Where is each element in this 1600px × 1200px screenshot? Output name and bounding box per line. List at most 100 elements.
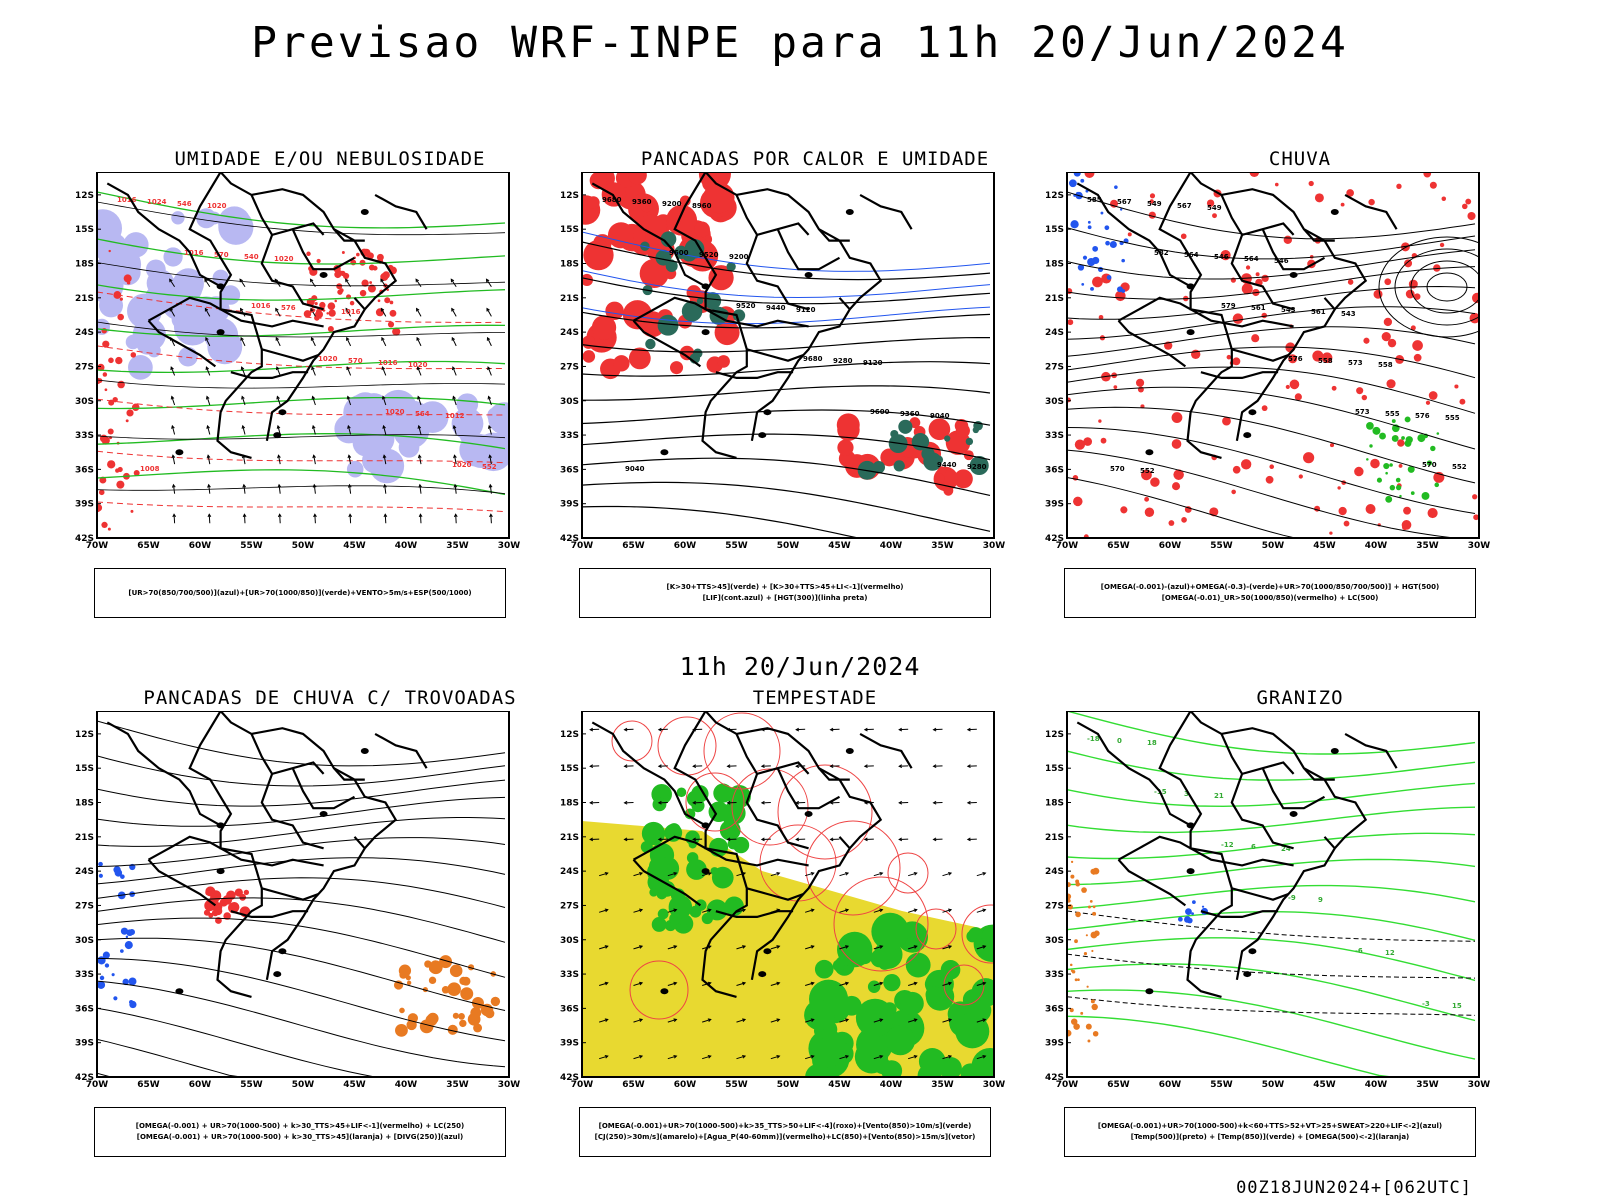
- wind-arrow: [313, 484, 316, 494]
- legend-line: [UR>70(850/700/500)](azul)+[UR>70(1000/8…: [128, 588, 472, 597]
- omega-orange-dot: [1085, 1023, 1092, 1030]
- nebulosity-red-dot: [326, 312, 329, 315]
- omega-orange-dot: [1070, 874, 1075, 879]
- wind850-vector: [633, 1018, 643, 1023]
- wind850-vector-head: [932, 764, 937, 769]
- wind850-vector: [770, 872, 780, 877]
- wind-arrow: [454, 455, 457, 465]
- legend-line: [OMEGA(-0.01)_UR>50(1000/850)(vermelho) …: [1161, 594, 1379, 602]
- nebulosity-red-dot: [107, 428, 114, 435]
- lat-tick-label: 12S: [560, 730, 579, 740]
- lake-shape: [175, 988, 184, 995]
- omega-orange-dot: [1094, 930, 1098, 934]
- wind-arrow: [418, 455, 422, 465]
- rain-green-dot: [1389, 484, 1396, 491]
- high-pressure-contour: [1378, 236, 1479, 338]
- nebulosity-red-dot: [384, 297, 391, 304]
- low-level-jet-green-area: [854, 1040, 889, 1074]
- contour-label: -6: [1355, 947, 1363, 955]
- wind850-vector-head: [810, 981, 815, 986]
- map-frame: [1066, 172, 1480, 539]
- contour-label: 18: [1147, 739, 1157, 747]
- instability-green-area: [655, 249, 672, 266]
- lon-tick-label: 70W: [1056, 541, 1079, 551]
- lon-tick-label: 45W: [828, 541, 851, 551]
- rain-red-dot: [1261, 312, 1268, 319]
- political-border: [353, 297, 366, 311]
- lat-tick-label: 30S: [560, 397, 579, 407]
- instability-green-area: [645, 338, 656, 350]
- omega-orange-dot: [1087, 1039, 1091, 1043]
- wind850-vector: [839, 1018, 849, 1023]
- hgt500-contour: [1067, 249, 1476, 280]
- lat-tick-label: 42S: [560, 1073, 579, 1083]
- main-title: Previsao WRF-INPE para 11h 20/Jun/2024: [251, 18, 1349, 68]
- nebulosity-red-dot: [311, 295, 318, 302]
- wind850-vector-head: [760, 764, 765, 769]
- wind850-vector-head: [913, 1054, 918, 1059]
- wind-arrow-head: [345, 278, 349, 283]
- low-level-jet-green-area: [686, 790, 704, 807]
- rain-red-dot: [1141, 469, 1152, 481]
- thunderstorm-orange-dot: [441, 986, 450, 994]
- wind-arrow-head: [418, 513, 423, 518]
- temp850-contour: [1067, 750, 1476, 781]
- wind-arrow: [207, 425, 211, 435]
- contour-label: 573: [1348, 359, 1363, 367]
- hgt300-contour: [582, 457, 991, 496]
- contour-label: 543: [1281, 306, 1296, 314]
- thunderstorm-orange-dot: [406, 980, 412, 986]
- rain-red-dot: [1329, 531, 1333, 535]
- contour-label: 9360: [900, 410, 920, 418]
- wind-arrow-head: [242, 483, 247, 488]
- instability-red-area: [928, 418, 951, 441]
- wind-arrow-head: [485, 278, 490, 283]
- contour-label: 564: [1184, 251, 1199, 259]
- lake-shape: [360, 209, 369, 216]
- wind850-vector-head: [623, 727, 628, 732]
- lat-tick-label: 33S: [560, 431, 579, 441]
- wind-arrow: [345, 308, 352, 317]
- lon-tick-label: 65W: [137, 541, 160, 551]
- rain-blue-dot: [1119, 208, 1123, 211]
- low-level-jet-green-area: [648, 856, 670, 878]
- contour-label: 1020: [452, 461, 472, 469]
- lon-tick-label: 50W: [1262, 1080, 1285, 1090]
- wind-arrow: [348, 484, 352, 494]
- lat-tick-label: 39S: [560, 500, 579, 510]
- contour-label: 8960: [692, 202, 712, 210]
- wind850-vector-head: [657, 727, 662, 732]
- wind-arrow-head: [311, 366, 315, 371]
- political-border: [735, 194, 810, 237]
- hgt300-contour: [582, 241, 991, 281]
- green-humidity-contour: [97, 238, 506, 265]
- streamline-850: [961, 904, 994, 964]
- contour-label: 9520: [699, 251, 719, 259]
- wind-arrow-head: [487, 395, 492, 400]
- wind-arrow-head: [486, 336, 491, 341]
- wind850-vector: [873, 1055, 883, 1060]
- lake-shape: [701, 822, 710, 829]
- contour-label: 1020: [274, 255, 294, 263]
- wind850-vector-head: [966, 727, 971, 732]
- lat-tick-label: 12S: [560, 191, 579, 201]
- lat-tick-label: 30S: [75, 936, 94, 946]
- wind-arrow-head: [382, 454, 387, 459]
- humidity-blue-area: [379, 389, 417, 428]
- political-border: [838, 297, 851, 311]
- divergence-blue-dot: [97, 956, 106, 965]
- contour-label: 24: [1281, 845, 1291, 853]
- wind850-vector-head: [604, 981, 609, 986]
- wind-arrow-head: [416, 366, 421, 371]
- political-border: [735, 733, 810, 776]
- wind850-vector-head: [966, 800, 971, 805]
- omega-orange-dot: [1087, 905, 1091, 909]
- wind-arrow: [453, 425, 457, 435]
- hgt500-contour: [1067, 477, 1475, 538]
- hgt300-contour: [582, 505, 990, 538]
- rain-red-dot: [1303, 452, 1315, 464]
- wind-arrow-head: [275, 307, 279, 312]
- rain-red-dot: [1384, 278, 1392, 286]
- rain-red-dot: [1321, 352, 1333, 364]
- lake-shape: [319, 810, 328, 817]
